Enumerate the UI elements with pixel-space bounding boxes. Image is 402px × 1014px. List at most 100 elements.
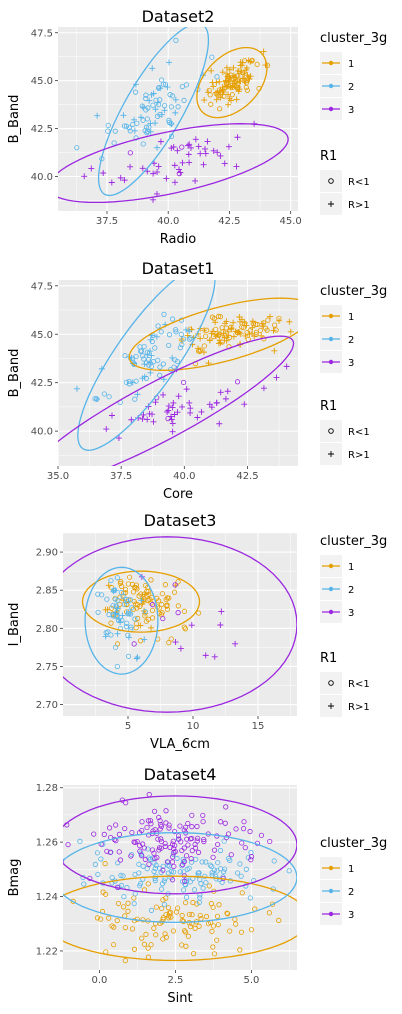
plus-point-cluster-3 <box>200 161 207 168</box>
circle-point-cluster-2 <box>95 609 101 615</box>
circle-point-cluster-1 <box>162 582 168 588</box>
legend-cluster: cluster_3g 1 2 3 <box>320 284 387 373</box>
plus-point-cluster-1 <box>148 624 155 631</box>
circle-point-cluster-1 <box>225 911 231 917</box>
circle-point-cluster-2 <box>150 332 156 339</box>
plus-point-cluster-1 <box>213 79 220 86</box>
circle-point-cluster-2 <box>152 878 158 884</box>
legend-label: 3 <box>348 910 354 921</box>
circle-point-cluster-3 <box>192 845 199 851</box>
plus-point-cluster-1 <box>249 324 256 331</box>
circle-point-cluster-2 <box>98 856 104 862</box>
circle-point-cluster-1 <box>210 923 217 929</box>
legend-key-dot <box>328 106 334 112</box>
circle-point-cluster-1 <box>98 916 104 922</box>
circle-point-cluster-2 <box>108 632 114 638</box>
circle-point-cluster-2 <box>30 883 34 887</box>
circle-point-cluster-1 <box>208 901 214 907</box>
circle-point-cluster-2 <box>209 863 215 870</box>
circle-point-cluster-1 <box>125 908 131 914</box>
circle-point-cluster-3 <box>139 853 145 859</box>
circle-point-cluster-1 <box>160 897 166 903</box>
plus-point-cluster-3 <box>144 416 151 423</box>
circle-point-cluster-2 <box>189 859 195 865</box>
legend-r1: R1 R<1 R>1 <box>320 651 370 717</box>
circle-point-cluster-2 <box>180 879 186 885</box>
legend-circle-symbol <box>328 428 334 434</box>
legend-label: R<1 <box>348 177 370 188</box>
plus-point-cluster-2 <box>102 633 109 640</box>
circle-point-cluster-3 <box>134 838 140 845</box>
legend-key-dot <box>328 83 334 89</box>
circle-point-cluster-3 <box>155 836 161 842</box>
plus-point-cluster-1 <box>212 319 219 326</box>
plus-point-cluster-3 <box>115 435 122 442</box>
circle-point-cluster-2 <box>133 378 139 384</box>
plus-point-cluster-3 <box>210 147 217 154</box>
plus-point-cluster-3 <box>155 163 162 170</box>
circle-point-cluster-1 <box>211 951 218 957</box>
circle-point-cluster-2 <box>105 122 111 128</box>
plus-point-cluster-1 <box>206 337 213 344</box>
circle-point-cluster-3 <box>171 828 178 835</box>
circle-point-cluster-2 <box>153 862 159 868</box>
circle-point-cluster-1 <box>124 602 130 608</box>
y-tick-label: 42.5 <box>31 124 53 135</box>
plus-point-cluster-2 <box>138 597 145 604</box>
circle-point-cluster-3 <box>179 144 185 150</box>
circle-point-cluster-1 <box>192 925 198 931</box>
circle-point-cluster-1 <box>272 322 278 328</box>
circle-point-cluster-3 <box>137 848 143 854</box>
circle-point-cluster-1 <box>129 926 136 932</box>
plus-point-cluster-1 <box>197 335 204 342</box>
circle-point-cluster-3 <box>215 841 221 848</box>
circle-point-cluster-2 <box>169 93 176 99</box>
circle-point-cluster-1 <box>122 958 128 964</box>
circle-point-cluster-1 <box>214 913 221 919</box>
circle-point-cluster-1 <box>219 325 225 331</box>
plot-background <box>58 280 298 466</box>
circle-point-cluster-1 <box>189 912 195 918</box>
plus-point-cluster-1 <box>276 317 283 324</box>
circle-point-cluster-2 <box>74 145 80 151</box>
circle-point-cluster-3 <box>146 861 152 867</box>
circle-point-cluster-3 <box>267 838 273 845</box>
plus-point-cluster-3 <box>213 399 220 406</box>
circle-point-cluster-1 <box>231 79 238 85</box>
confidence-ellipse-cluster-1 <box>63 875 297 962</box>
circle-point-cluster-2 <box>186 865 192 871</box>
circle-point-cluster-1 <box>265 317 271 323</box>
circle-point-cluster-3 <box>192 841 198 847</box>
legend-label: 1 <box>348 864 354 875</box>
circle-point-cluster-1 <box>216 902 222 908</box>
plus-point-cluster-1 <box>228 325 235 332</box>
plus-point-cluster-1 <box>238 62 245 69</box>
circle-point-cluster-1 <box>208 101 214 107</box>
plus-point-cluster-3 <box>195 143 202 150</box>
circle-point-cluster-1 <box>168 636 174 642</box>
panel-title: Dataset4 <box>144 765 217 784</box>
circle-point-cluster-3 <box>223 804 229 810</box>
plus-point-cluster-1 <box>249 318 256 325</box>
circle-point-cluster-2 <box>238 873 244 879</box>
plus-point-cluster-2 <box>148 352 155 359</box>
circle-point-cluster-3 <box>175 833 182 839</box>
circle-point-cluster-3 <box>170 877 176 883</box>
plus-point-cluster-1 <box>236 329 243 336</box>
y-tick-label: 2.90 <box>36 548 58 559</box>
circle-point-cluster-3 <box>145 818 152 824</box>
circle-point-cluster-2 <box>140 863 146 869</box>
circle-point-cluster-1 <box>159 905 165 911</box>
circle-point-cluster-1 <box>136 593 142 599</box>
plus-point-cluster-1 <box>222 77 229 84</box>
circle-point-cluster-3 <box>131 641 137 647</box>
y-axis-title: B_Band <box>7 349 22 398</box>
plus-point-cluster-2 <box>141 636 148 643</box>
y-tick-label: 2.75 <box>36 662 58 673</box>
circle-point-cluster-2 <box>158 886 165 892</box>
plus-point-cluster-2 <box>186 328 193 335</box>
circle-point-cluster-3 <box>146 832 152 838</box>
plus-point-cluster-2 <box>120 112 127 119</box>
circle-point-cluster-1 <box>114 918 120 924</box>
plus-point-cluster-3 <box>160 391 167 398</box>
